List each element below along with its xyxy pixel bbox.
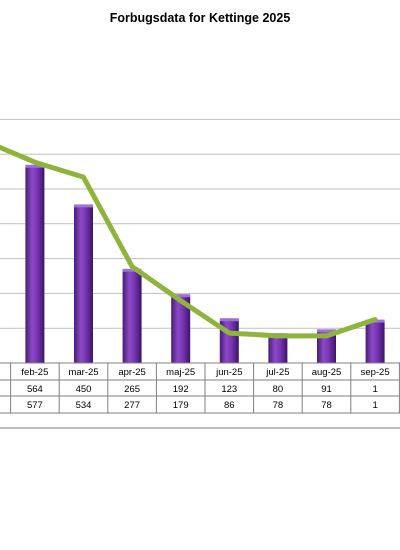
data-label: 1 [372, 384, 377, 395]
line-series-path [0, 144, 378, 339]
tick-label: jul-25 [265, 367, 289, 378]
bar [74, 206, 93, 363]
tick-label: maj-25 [166, 367, 195, 378]
data-label: 192 [173, 384, 189, 395]
bar-cap [219, 318, 239, 322]
tick-label: aug-25 [312, 367, 342, 378]
tick-label: sep-25 [361, 367, 390, 378]
data-label: 179 [173, 400, 189, 411]
data-label: 564 [27, 384, 43, 395]
data-label: 1 [372, 400, 377, 411]
data-label: 450 [76, 384, 92, 395]
chart-title: Forbugsdata for Kettinge 2025 [109, 11, 291, 25]
bar [171, 296, 191, 363]
line-series [0, 144, 378, 339]
data-label: 78 [273, 400, 284, 411]
bar-cap [317, 329, 336, 333]
bar-series [25, 164, 385, 363]
data-label: 534 [76, 400, 92, 411]
tick-label: jun-25 [215, 367, 242, 378]
data-label: 265 [124, 384, 140, 395]
data-table: jan-25feb-25mar-25apr-25maj-25jun-25jul-… [0, 362, 400, 429]
tick-label: feb-25 [21, 367, 48, 378]
data-label: 78 [321, 400, 332, 411]
data-label: 91 [321, 384, 332, 395]
bar [25, 166, 45, 363]
data-label: 123 [221, 384, 237, 395]
data-label: 277 [124, 400, 140, 411]
bar [122, 270, 142, 363]
bar-cap [122, 268, 142, 272]
bar-cap [74, 204, 93, 208]
tick-label: mar-25 [68, 367, 98, 378]
data-label: 86 [224, 400, 235, 411]
data-label: 577 [27, 400, 43, 411]
data-label: 80 [273, 384, 284, 395]
bar-cap [171, 294, 191, 298]
gridlines [0, 118, 400, 329]
bar [317, 331, 336, 363]
bar [365, 321, 385, 363]
tick-label: apr-25 [118, 367, 145, 378]
bar [268, 335, 288, 363]
bar-cap [25, 164, 45, 168]
